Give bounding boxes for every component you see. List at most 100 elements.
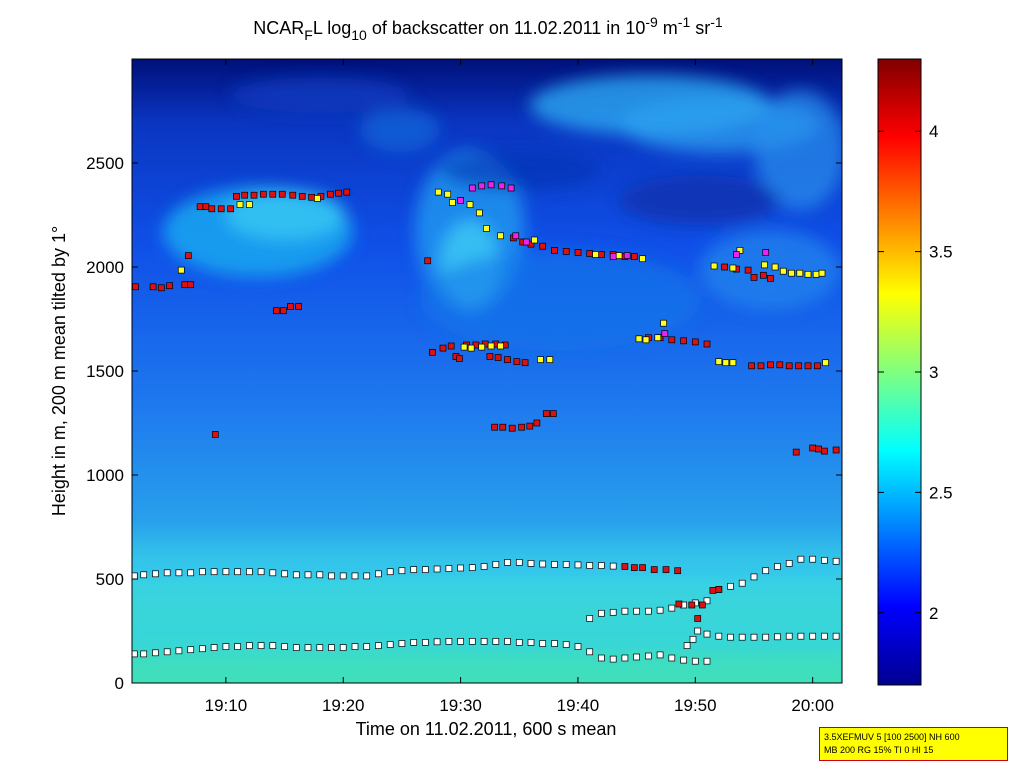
colorbar-tick-label: 4 — [929, 122, 938, 141]
marker-layer — [132, 181, 840, 665]
marker-red — [272, 307, 280, 315]
marker-red — [149, 283, 157, 291]
marker-red — [132, 283, 139, 291]
marker-white_upper — [199, 568, 206, 576]
marker-red — [343, 188, 351, 196]
marker-red — [715, 586, 723, 593]
marker-red — [486, 353, 494, 360]
marker-yellow — [729, 359, 737, 367]
marker-red — [196, 203, 204, 211]
marker-magenta — [609, 253, 617, 260]
marker-red — [250, 191, 258, 199]
x-tick-label: 19:50 — [674, 696, 717, 715]
x-tick-label: 19:40 — [557, 696, 600, 715]
marker-white_upper — [269, 569, 277, 577]
marker-white_upper — [386, 568, 394, 576]
marker-white_upper — [539, 560, 547, 568]
marker-red — [499, 423, 507, 431]
marker-magenta — [522, 238, 530, 246]
marker-white_lower — [199, 645, 206, 653]
marker-white_lower — [468, 638, 476, 645]
colorbar-tick-label: 3.5 — [929, 243, 953, 262]
marker-white_lower — [586, 615, 594, 622]
marker-white_lower — [328, 644, 335, 651]
marker-red — [269, 190, 277, 198]
marker-white_upper — [410, 566, 418, 573]
marker-red — [539, 242, 547, 250]
marker-white_upper — [175, 569, 183, 577]
marker-red — [424, 257, 432, 265]
colorbar-tick-label: 2 — [929, 604, 938, 623]
marker-white_lower — [797, 632, 805, 640]
marker-white_lower — [668, 604, 676, 612]
marker-white_upper — [562, 561, 570, 568]
marker-white_upper — [339, 572, 347, 580]
marker-red — [166, 282, 173, 290]
marker-yellow — [177, 266, 185, 274]
marker-yellow — [761, 261, 768, 269]
marker-yellow — [615, 252, 623, 259]
marker-magenta — [468, 184, 476, 192]
marker-white_lower — [821, 632, 828, 640]
marker-white_lower — [668, 654, 676, 662]
marker-red — [278, 190, 286, 198]
marker-white_upper — [821, 556, 828, 564]
y-tick-label: 1000 — [86, 466, 124, 485]
x-ticks: 19:10 19:20 19:30 19:40 19:50 20:00 — [205, 59, 834, 715]
marker-red — [804, 362, 812, 370]
marker-red — [680, 337, 687, 345]
marker-white_lower — [762, 633, 770, 641]
marker-white_upper — [785, 560, 793, 567]
marker-magenta — [457, 197, 464, 204]
marker-white_upper — [586, 562, 594, 569]
marker-white_upper — [551, 561, 558, 568]
marker-red — [709, 587, 717, 594]
marker-white_lower — [492, 638, 500, 645]
marker-yellow — [592, 251, 599, 258]
marker-red — [675, 600, 683, 608]
marker-white_upper — [492, 561, 500, 568]
marker-white_lower — [574, 643, 582, 650]
marker-yellow — [497, 342, 504, 350]
marker-white_upper — [257, 568, 265, 576]
marker-red — [542, 410, 550, 417]
marker-white_lower — [140, 650, 148, 658]
marker-white_upper — [527, 560, 535, 567]
marker-red — [187, 281, 195, 289]
marker-white_upper — [457, 564, 464, 572]
marker-red — [694, 615, 702, 622]
marker-yellow — [822, 359, 829, 367]
marker-white_lower — [609, 655, 617, 663]
marker-red — [447, 342, 455, 350]
marker-magenta — [478, 182, 486, 190]
marker-red — [551, 247, 558, 254]
marker-white_upper — [832, 557, 840, 565]
marker-white_upper — [750, 573, 758, 581]
marker-white_lower — [527, 639, 535, 646]
marker-magenta — [487, 181, 495, 189]
x-axis-label: Time on 11.02.2011, 600 s mean — [356, 719, 617, 739]
marker-white_upper — [762, 567, 770, 575]
marker-yellow — [444, 190, 452, 198]
marker-red — [621, 563, 629, 570]
marker-red — [821, 447, 828, 455]
x-tick-label: 20:00 — [791, 696, 834, 715]
marker-yellow — [812, 270, 820, 278]
marker-red — [211, 431, 219, 438]
marker-red — [217, 205, 225, 213]
marker-red — [181, 281, 189, 289]
x-tick-label: 19:10 — [205, 696, 248, 715]
marker-red — [295, 303, 302, 310]
marker-white_lower — [586, 648, 594, 656]
y-tick-label: 500 — [96, 570, 124, 589]
marker-white_upper — [328, 572, 335, 580]
marker-red — [429, 348, 436, 356]
marker-yellow — [478, 343, 486, 351]
heatmap-area — [132, 59, 842, 683]
marker-white_lower — [691, 657, 699, 665]
marker-white_lower — [515, 639, 523, 646]
marker-white_lower — [234, 643, 241, 650]
marker-yellow — [483, 225, 490, 232]
marker-white_lower — [292, 644, 300, 651]
y-axis-label: Height in m, 200 m mean tilted by 1° — [49, 226, 69, 516]
